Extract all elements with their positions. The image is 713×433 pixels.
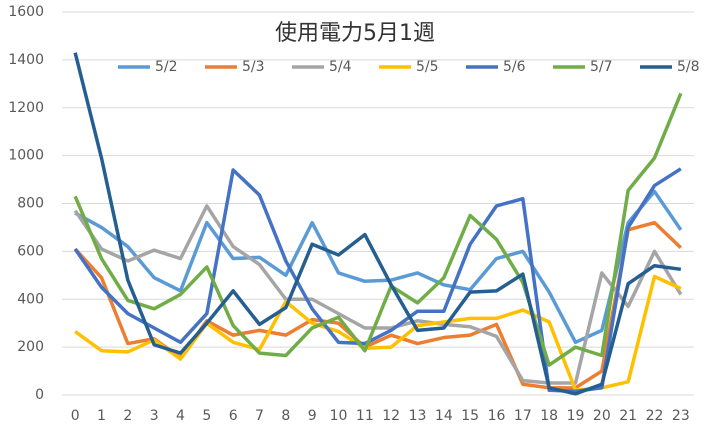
series-line bbox=[73, 220, 683, 390]
x-tick-label: 14 bbox=[435, 408, 453, 424]
x-tick-label: 17 bbox=[514, 408, 532, 424]
x-tick-label: 10 bbox=[330, 408, 348, 424]
x-tick-label: 5 bbox=[202, 408, 211, 424]
x-tick-label: 13 bbox=[409, 408, 427, 424]
x-tick-label: 7 bbox=[255, 408, 264, 424]
series-line bbox=[73, 92, 683, 367]
x-tick-label: 0 bbox=[71, 408, 80, 424]
legend-label: 5/4 bbox=[329, 59, 352, 75]
x-tick-label: 23 bbox=[672, 408, 690, 424]
x-tick-label: 11 bbox=[356, 408, 374, 424]
y-tick-label: 400 bbox=[17, 291, 44, 307]
x-tick-label: 1 bbox=[97, 408, 106, 424]
x-tick-label: 18 bbox=[540, 408, 558, 424]
x-tick-label: 15 bbox=[461, 408, 479, 424]
series-line bbox=[73, 52, 682, 396]
x-tick-label: 16 bbox=[488, 408, 506, 424]
y-tick-label: 600 bbox=[17, 243, 44, 259]
x-tick-label: 9 bbox=[308, 408, 317, 424]
y-tick-label: 1000 bbox=[8, 148, 44, 164]
chart-title: 使用電力5月1週 bbox=[275, 21, 435, 46]
legend-label: 5/6 bbox=[503, 59, 526, 75]
legend-label: 5/7 bbox=[590, 59, 613, 75]
x-tick-label: 3 bbox=[150, 408, 159, 424]
y-tick-label: 800 bbox=[17, 196, 44, 212]
y-tick-label: 200 bbox=[17, 339, 44, 355]
y-tick-label: 0 bbox=[35, 387, 44, 403]
x-tick-label: 20 bbox=[593, 408, 611, 424]
legend-label: 5/5 bbox=[416, 59, 439, 75]
x-tick-label: 8 bbox=[281, 408, 290, 424]
x-tick-label: 4 bbox=[176, 408, 185, 424]
x-tick-label: 6 bbox=[229, 408, 238, 424]
y-tick-label: 1400 bbox=[8, 52, 44, 68]
series-line bbox=[74, 189, 683, 345]
x-tick-label: 12 bbox=[382, 408, 400, 424]
x-tick-label: 22 bbox=[646, 408, 664, 424]
series-line bbox=[73, 204, 683, 385]
y-tick-label: 1200 bbox=[8, 100, 44, 116]
legend-label: 5/8 bbox=[677, 59, 700, 75]
x-tick-label: 21 bbox=[619, 408, 637, 424]
x-tick-label: 2 bbox=[123, 408, 132, 424]
legend-label: 5/3 bbox=[242, 59, 265, 75]
x-tick-label: 19 bbox=[567, 408, 585, 424]
legend-label: 5/2 bbox=[155, 59, 178, 75]
y-tick-label: 1600 bbox=[8, 4, 44, 20]
